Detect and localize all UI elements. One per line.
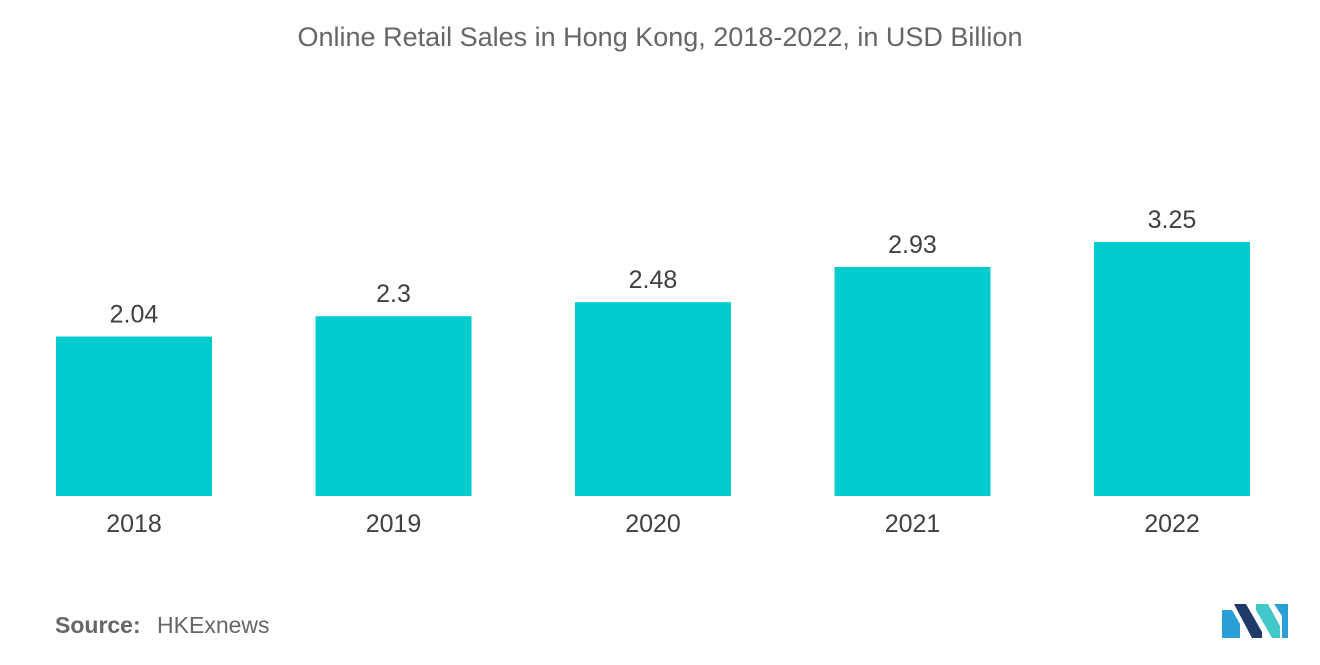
x-tick-label-2019: 2019: [366, 510, 422, 538]
bar-chart: 2.04 2018 2.3 2019 2.48 2020 2.93 2021 3.25 2022: [56, 206, 1250, 538]
chart-title: Online Retail Sales in Hong Kong, 2018-2…: [297, 22, 1023, 52]
x-tick-label-2022: 2022: [1144, 510, 1200, 538]
logo-shape-1: [1222, 610, 1240, 638]
x-tick-label-2020: 2020: [625, 510, 681, 538]
value-label-2020: 2.48: [629, 266, 678, 294]
source-note: Source: HKExnews: [55, 612, 270, 639]
value-label-2019: 2.3: [376, 280, 411, 308]
bar-2021: [834, 267, 991, 496]
logo-shape-2: [1234, 604, 1262, 638]
logo-shape-3: [1256, 604, 1280, 638]
source-label: Source:: [55, 612, 141, 638]
bar-2022: [1094, 242, 1250, 496]
mordor-intelligence-logo-icon: [1222, 604, 1288, 638]
source-value: HKExnews: [157, 612, 270, 638]
x-tick-label-2018: 2018: [106, 510, 162, 538]
bar-2018: [56, 336, 212, 496]
x-tick-label-2021: 2021: [885, 510, 941, 538]
logo-shape-4: [1274, 604, 1288, 638]
value-label-2021: 2.93: [888, 231, 937, 259]
value-label-2022: 3.25: [1148, 206, 1197, 234]
bar-2020: [575, 302, 731, 496]
value-label-2018: 2.04: [110, 301, 159, 329]
bar-2019: [315, 316, 472, 496]
